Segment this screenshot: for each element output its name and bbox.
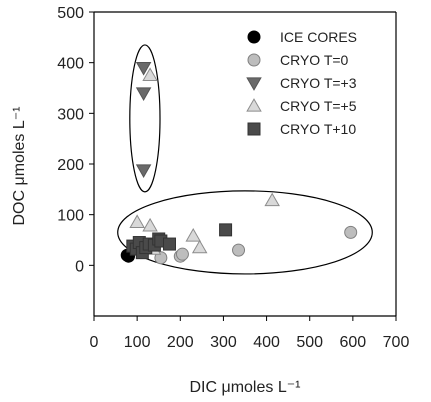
data-point: [163, 237, 176, 251]
y-tick-label: 200: [57, 157, 84, 174]
legend-label: CRYO T=+5: [280, 98, 357, 114]
y-tick-label: 100: [57, 208, 84, 225]
y-tick-label: 400: [57, 56, 84, 73]
x-tick-label: 200: [167, 334, 194, 351]
annotation-ellipse: [129, 44, 161, 193]
annotation-layer: [117, 44, 373, 275]
legend: ICE CORES CRYO T=0 CRYO T=+3 CRYO T=+5 CRYO …: [246, 29, 357, 137]
data-points: [120, 62, 358, 265]
data-point: [142, 67, 158, 82]
x-tick-label: 700: [383, 334, 410, 351]
data-point: [185, 228, 201, 242]
data-point: [135, 62, 152, 76]
y-axis-title: DOC μmoles L⁻¹: [11, 106, 28, 225]
y-tick-label: 300: [57, 106, 84, 123]
data-point: [175, 247, 189, 261]
legend-marker: [247, 30, 261, 44]
x-tick-label: 400: [253, 334, 280, 351]
data-point: [191, 239, 208, 254]
data-point: [129, 214, 145, 228]
legend-marker: [247, 122, 261, 136]
legend-label: CRYO T+10: [280, 121, 356, 137]
x-tick-label: 600: [340, 334, 367, 351]
series-cryo-t-0: [154, 225, 358, 265]
data-point: [135, 87, 152, 101]
series-cryo-t-10: [126, 223, 233, 260]
annotation-ellipse: [117, 190, 373, 275]
x-tick-label: 500: [296, 334, 323, 351]
tick-layer: 0 100 200 300 400 500 600 700 0 100 200 300 400 500: [57, 5, 409, 351]
legend-label: CRYO T=+3: [280, 75, 357, 91]
legend-label: CRYO T=0: [280, 52, 349, 68]
data-point: [135, 164, 152, 178]
data-point: [264, 192, 280, 207]
series-cryo-t-5: [129, 67, 280, 255]
y-tick-label: 500: [57, 5, 84, 22]
data-point: [219, 223, 233, 237]
data-point: [232, 243, 246, 257]
x-axis-title: DIC μmoles L⁻¹: [189, 379, 300, 396]
x-tick-label: 300: [210, 334, 237, 351]
x-tick-label: 0: [90, 334, 99, 351]
x-tick-label: 100: [124, 334, 151, 351]
legend-marker: [246, 77, 262, 91]
legend-label: ICE CORES: [280, 29, 357, 45]
data-point: [344, 225, 358, 239]
y-tick-label: 0: [75, 258, 84, 275]
series-cryo-t-3: [135, 62, 152, 178]
data-point: [142, 217, 158, 232]
legend-marker: [246, 98, 262, 112]
axes: [93, 11, 397, 317]
legend-marker: [247, 53, 261, 67]
